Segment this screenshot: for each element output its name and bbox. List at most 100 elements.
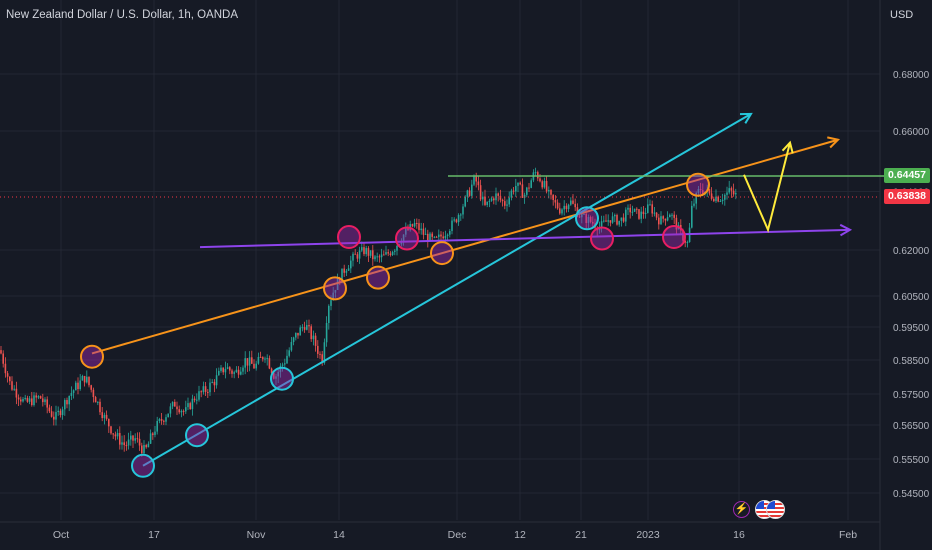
candle-body [110, 426, 112, 434]
x-tick-label: 14 [333, 529, 345, 541]
candle-body [39, 396, 42, 399]
candle-body [435, 236, 438, 238]
candle-body [585, 213, 587, 223]
candle-body [449, 230, 451, 235]
candle-body [479, 185, 482, 200]
candle-body [636, 208, 638, 210]
lightning-icon[interactable]: ⚡ [733, 501, 750, 518]
candle-body [154, 431, 156, 435]
candle-body [68, 395, 70, 405]
candle-body [581, 214, 583, 218]
candle-body [691, 205, 693, 228]
candle-body [88, 376, 90, 386]
candle-body [484, 196, 486, 205]
candle-body [647, 204, 649, 213]
pivot-circle-marker [686, 172, 710, 197]
candle-body [66, 400, 68, 405]
candle-body [222, 367, 224, 373]
candle-body [444, 235, 447, 239]
candle-body [233, 372, 235, 374]
trendline-cyan [142, 113, 752, 467]
candle-body [493, 198, 495, 201]
candle-body [308, 325, 310, 327]
pivot-circle-marker [185, 423, 209, 448]
candle-body [160, 419, 163, 421]
candle-body [455, 219, 458, 223]
candle-body [508, 197, 510, 205]
candle-body [207, 391, 209, 393]
candle-body [671, 214, 673, 216]
candle-body [728, 188, 730, 193]
candle-body [462, 206, 464, 215]
candle-body [515, 185, 517, 192]
candle-body [669, 214, 671, 218]
candle-body [431, 233, 433, 237]
currency-label: USD [890, 9, 914, 21]
candle-body [248, 357, 251, 366]
candle-body [622, 217, 625, 222]
candle-body [79, 380, 81, 390]
candle-body [358, 250, 361, 259]
candle-body [156, 420, 158, 432]
candle-body [240, 371, 242, 375]
candle-body [611, 216, 614, 223]
candle-body [512, 190, 515, 192]
candle-body [352, 253, 354, 261]
candle-body [0, 350, 2, 354]
candle-body [191, 398, 194, 410]
candle-body [543, 180, 546, 188]
candle-body [488, 200, 491, 202]
candle-body [99, 401, 101, 413]
pivot-circle-marker [590, 226, 614, 251]
candle-body [273, 373, 275, 379]
candle-body [347, 268, 350, 271]
candle-body [211, 381, 213, 383]
candle-body [625, 209, 627, 222]
candle-body [686, 242, 689, 244]
candle-body [402, 234, 405, 242]
candle-body [563, 205, 565, 210]
x-tick-label: Oct [53, 529, 69, 541]
x-tick-label: 2023 [636, 529, 660, 541]
candle-body [389, 253, 392, 255]
candle-body [721, 199, 724, 201]
candle-body [42, 398, 44, 403]
candle-body [169, 406, 172, 414]
candle-body [319, 353, 321, 355]
candle-body [94, 397, 97, 403]
y-tick-label: 0.62000 [893, 246, 930, 257]
candle-body [290, 341, 293, 351]
pivot-markers [80, 172, 710, 478]
last-price-badge: 0.63838 [884, 189, 930, 204]
candle-body [178, 409, 180, 413]
candle-body [123, 442, 125, 446]
pivot-circle-marker [575, 206, 599, 231]
candle-body [268, 358, 271, 369]
candle-body [226, 367, 229, 369]
candle-body [361, 247, 363, 251]
candle-body [270, 368, 273, 374]
candle-body [257, 356, 260, 364]
candle-body [244, 358, 246, 368]
candle-body [165, 417, 167, 422]
candle-body [334, 289, 337, 293]
candle-body [664, 218, 667, 221]
us-flag-icon-2[interactable] [766, 500, 785, 519]
candle-body [286, 355, 288, 364]
y-tick-label: 0.55500 [893, 455, 930, 466]
x-tick-label: 16 [733, 529, 745, 541]
candle-body [616, 214, 618, 225]
candle-body [163, 420, 165, 422]
candle-body [365, 248, 367, 255]
candle-body [356, 254, 359, 259]
candle-body [345, 270, 348, 273]
candle-body [453, 219, 455, 221]
y-tick-label: 0.54500 [893, 489, 930, 500]
projection-arrowhead [781, 140, 794, 154]
pivot-circle-marker [662, 225, 686, 250]
candle-body [385, 252, 387, 255]
candle-body [369, 250, 372, 256]
candle-body [2, 353, 4, 364]
candle-body [693, 203, 695, 206]
